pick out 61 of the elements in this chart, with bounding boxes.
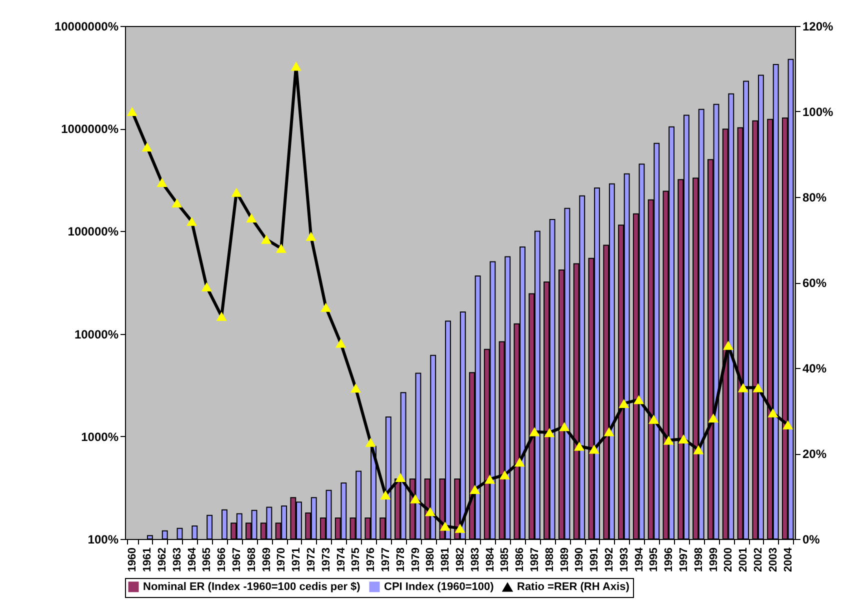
x-tick-label: 1984 xyxy=(484,546,496,572)
x-tick-label: 1976 xyxy=(365,548,378,572)
x-tick-label: 1975 xyxy=(350,548,362,572)
x-tick-label: 1962 xyxy=(156,548,168,572)
x-tick-label: 1989 xyxy=(558,548,571,572)
x-tick-label: 1982 xyxy=(454,548,466,572)
x-tick-label: 1966 xyxy=(216,548,228,572)
x-tick-label: 1998 xyxy=(692,548,705,572)
x-tick-label: 2004 xyxy=(782,546,794,572)
x-tick-label: 1996 xyxy=(663,548,676,572)
x-tick-label: 1960 xyxy=(126,548,139,572)
x-tick-label: 1969 xyxy=(260,548,273,572)
x-tick-label: 1971 xyxy=(290,548,303,572)
x-tick-label: 1972 xyxy=(305,548,318,572)
x-tick-label: 1965 xyxy=(201,548,214,572)
x-tick-label: 1961 xyxy=(142,548,154,572)
y-tick-label: 10000% xyxy=(74,327,119,342)
x-tick-label: 1964 xyxy=(186,546,198,572)
x-tick-label: 1968 xyxy=(246,548,258,572)
x-tick-label: 1981 xyxy=(440,548,452,572)
y2-tick-label: 100% xyxy=(802,105,834,119)
y2-tick-label: 0% xyxy=(802,532,820,546)
y-tick-label: 100000% xyxy=(68,224,119,239)
y-tick-label: 100% xyxy=(88,532,119,546)
x-tick-label: 1987 xyxy=(529,548,542,572)
legend-label: Ratio =RER (RH Axis) xyxy=(517,581,630,594)
x-tick-label: 1985 xyxy=(499,548,512,572)
x-tick-label: 1979 xyxy=(410,548,422,572)
x-tick-label: 2001 xyxy=(738,548,750,572)
x-tick-label: 1977 xyxy=(380,548,392,572)
x-tick-label: 2003 xyxy=(767,548,780,572)
x-tick-label: 1986 xyxy=(514,548,526,572)
x-tick-label: 1993 xyxy=(618,548,630,572)
x-tick-label: 1992 xyxy=(604,548,616,572)
x-tick-label: 1970 xyxy=(276,548,288,572)
y2-tick-label: 40% xyxy=(802,362,827,376)
y-tick-label: 10000000% xyxy=(54,20,119,34)
x-tick-label: 1978 xyxy=(394,548,407,572)
y2-tick-label: 20% xyxy=(802,447,827,461)
x-tick-label: 1999 xyxy=(708,548,720,572)
x-tick-label: 2002 xyxy=(752,548,765,572)
legend-label: Nominal ER (Index -1960=100 cedis per $) xyxy=(143,580,361,593)
x-tick-label: 1995 xyxy=(648,548,660,572)
x-tick-label: 1974 xyxy=(335,546,348,572)
x-tick-label: 1980 xyxy=(424,548,437,572)
legend-label: CPI Index (1960=100) xyxy=(384,580,494,593)
y2-tick-label: 80% xyxy=(802,190,827,204)
x-tick-label: 1997 xyxy=(678,548,690,572)
y-tick-label: 1000000% xyxy=(61,122,119,136)
y2-tick-label: 120% xyxy=(802,20,834,34)
x-tick-label: 1990 xyxy=(574,548,586,572)
x-tick-label: 1994 xyxy=(633,546,646,572)
x-tick-label: 2000 xyxy=(722,548,735,572)
x-tick-label: 1991 xyxy=(588,548,601,572)
y-tick-label: 1000% xyxy=(81,430,119,444)
x-tick-label: 1973 xyxy=(320,548,332,572)
x-tick-label: 1983 xyxy=(469,548,482,572)
x-tick-label: 1963 xyxy=(171,548,184,572)
y2-tick-label: 60% xyxy=(802,276,827,290)
x-tick-label: 1988 xyxy=(544,548,556,572)
x-tick-label: 1967 xyxy=(230,548,243,572)
